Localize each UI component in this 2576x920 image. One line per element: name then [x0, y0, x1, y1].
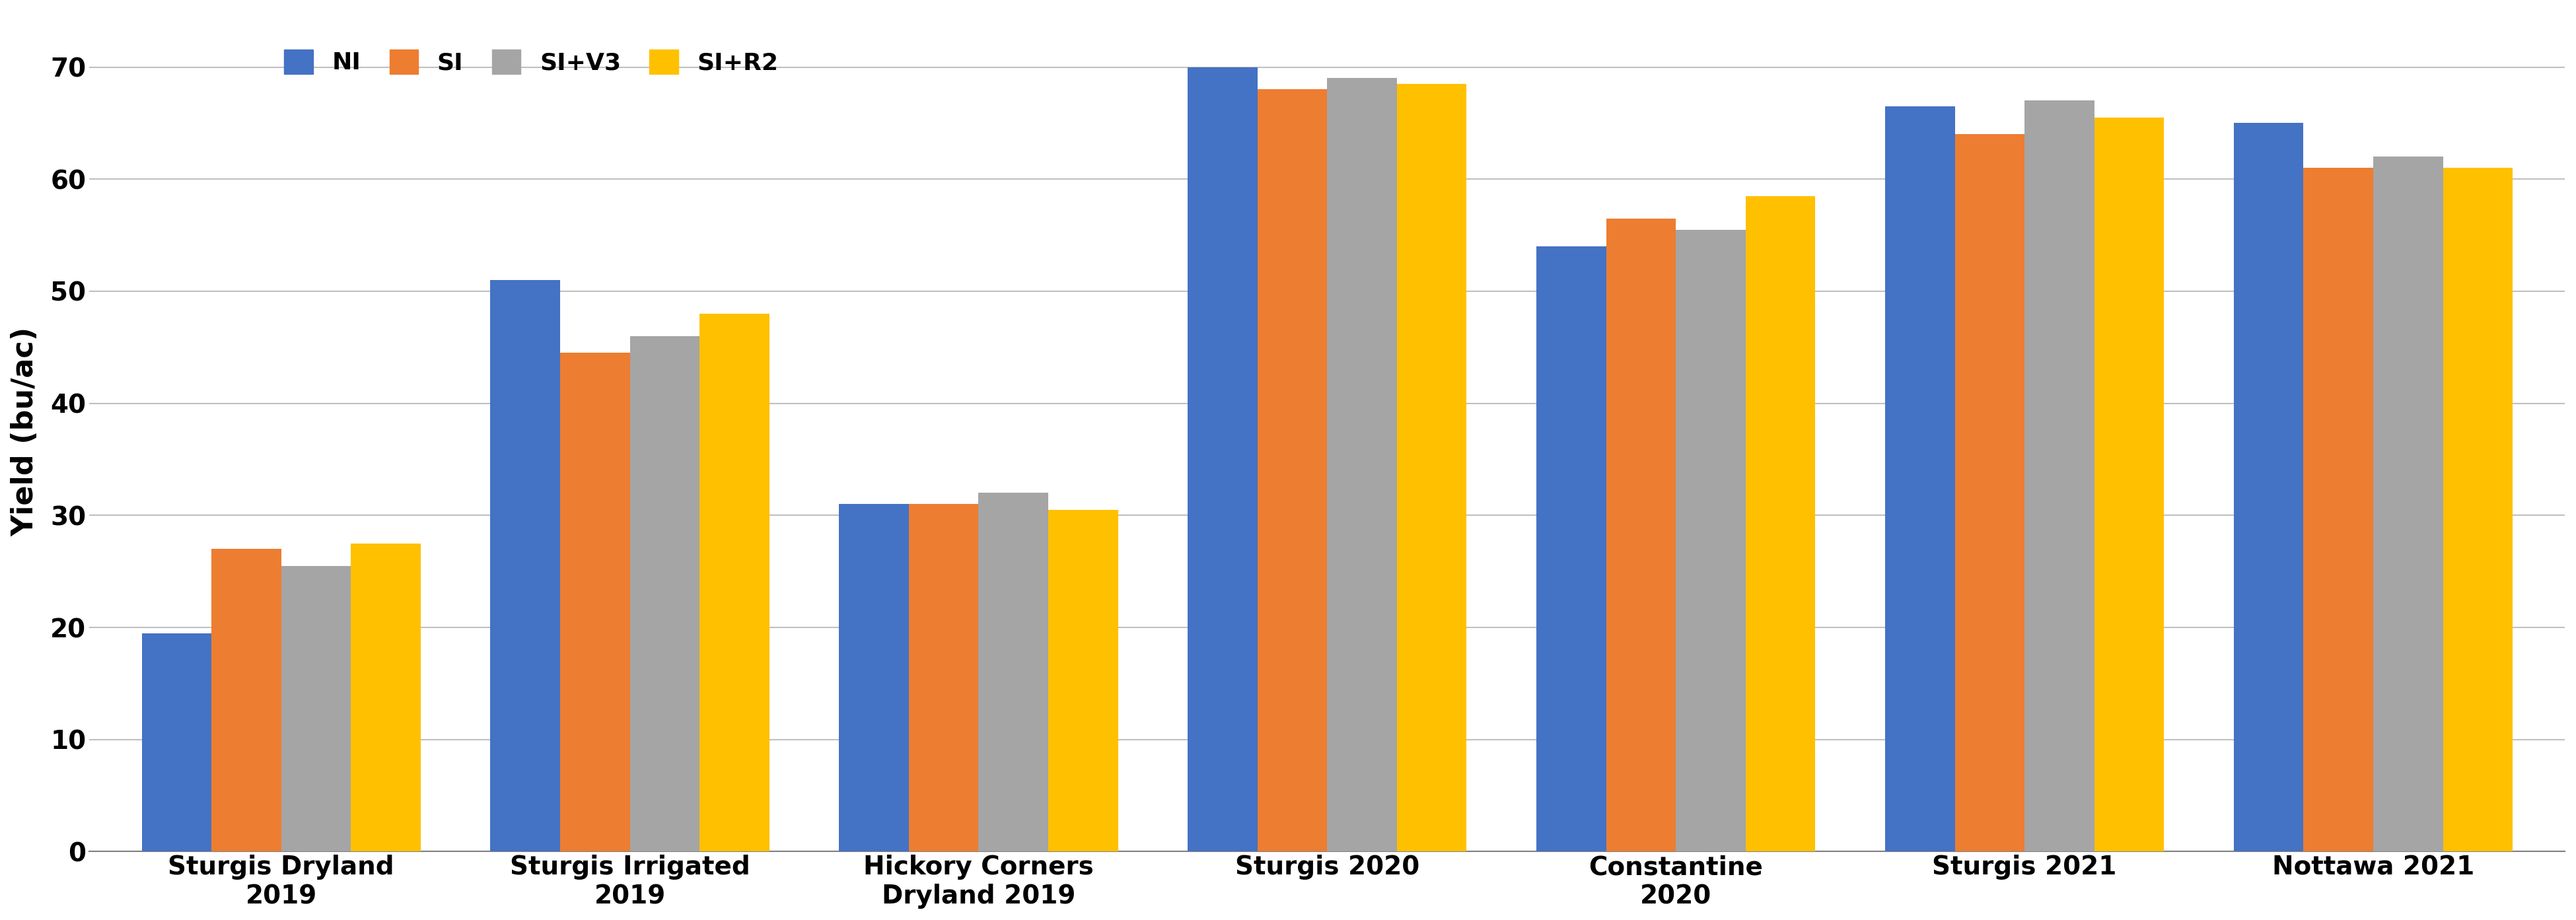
- Bar: [489, 280, 559, 852]
- Bar: [909, 504, 979, 852]
- Bar: [701, 314, 770, 852]
- Bar: [2233, 123, 2303, 852]
- Bar: [211, 549, 281, 852]
- Bar: [350, 544, 420, 852]
- Bar: [1257, 89, 1327, 852]
- Bar: [2094, 118, 2164, 852]
- Bar: [2442, 168, 2512, 852]
- Y-axis label: Yield (bu/ac): Yield (bu/ac): [10, 327, 39, 536]
- Bar: [142, 633, 211, 852]
- Bar: [1535, 247, 1605, 852]
- Bar: [1396, 84, 1466, 852]
- Bar: [1048, 510, 1118, 852]
- Bar: [2025, 100, 2094, 852]
- Bar: [281, 566, 350, 852]
- Bar: [2372, 156, 2442, 852]
- Bar: [1605, 218, 1677, 852]
- Legend: NI, SI, SI+V3, SI+R2: NI, SI, SI+V3, SI+R2: [276, 40, 788, 84]
- Bar: [1955, 134, 2025, 852]
- Bar: [1188, 67, 1257, 852]
- Bar: [629, 336, 701, 852]
- Bar: [1327, 78, 1396, 852]
- Bar: [840, 504, 909, 852]
- Bar: [559, 353, 629, 852]
- Bar: [2303, 168, 2372, 852]
- Bar: [1886, 107, 1955, 852]
- Bar: [1747, 196, 1816, 852]
- Bar: [979, 493, 1048, 852]
- Bar: [1677, 230, 1747, 852]
